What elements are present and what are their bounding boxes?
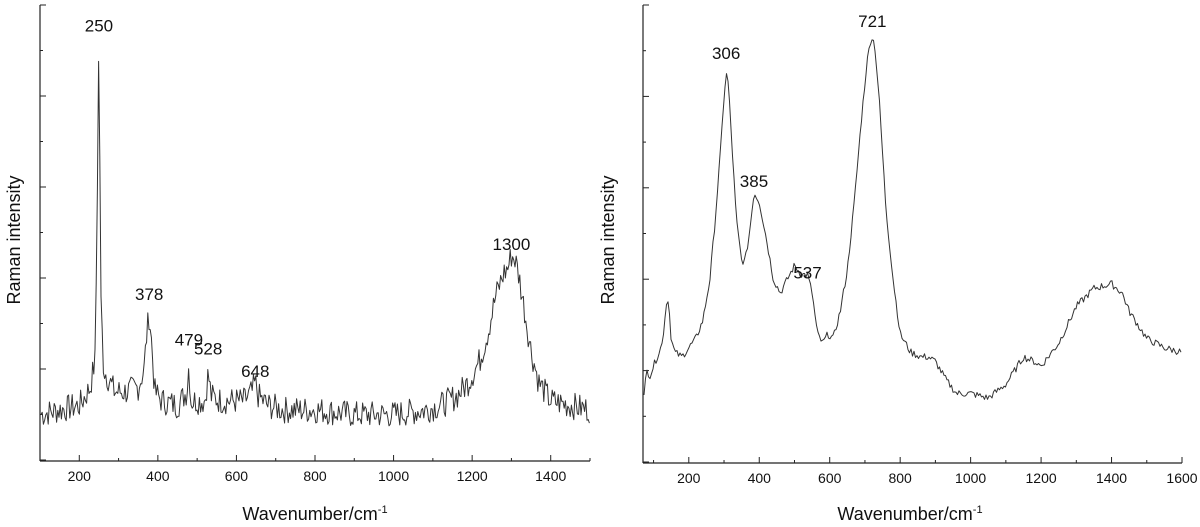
left-x-tick-label: 1400 <box>535 468 566 484</box>
left-x-tick-label: 800 <box>303 468 327 484</box>
left-peak-label-479: 479 <box>175 330 203 349</box>
right-peak-label-306: 306 <box>712 44 740 63</box>
left-x-axis-title: Wavenumber/cm-1 <box>242 504 387 524</box>
right-spectrum-line <box>643 39 1182 400</box>
left-peak-label-250: 250 <box>85 16 113 35</box>
left-x-tick-label: 1200 <box>457 468 488 484</box>
right-y-axis-title: Raman intensity <box>598 175 618 304</box>
left-peak-label-1300: 1300 <box>493 235 531 254</box>
left-y-axis-title: Raman intensity <box>4 175 24 304</box>
right-peak-label-721: 721 <box>858 12 886 31</box>
right-plot-marks: 200 400 600 800 1000 1200 1400 1600 306 385 537 721 <box>642 4 1198 486</box>
right-raman-chart: 200 400 600 800 1000 1200 1400 1600 306 385 537 721… <box>598 4 1198 524</box>
left-peak-label-528: 528 <box>194 339 222 358</box>
left-x-tick-label: 400 <box>146 468 170 484</box>
left-x-tick-label: 1000 <box>378 468 409 484</box>
right-x-tick-label: 1600 <box>1166 470 1197 486</box>
left-peak-label-378: 378 <box>135 285 163 304</box>
right-x-tick-label: 400 <box>748 470 772 486</box>
left-x-tick-label: 600 <box>225 468 249 484</box>
right-x-axis-title: Wavenumber/cm-1 <box>837 504 982 524</box>
left-peak-label-648: 648 <box>241 362 269 381</box>
right-x-tick-label: 200 <box>677 470 701 486</box>
right-x-tick-label: 1200 <box>1026 470 1057 486</box>
right-x-tick-label: 1400 <box>1096 470 1127 486</box>
left-x-tick-label: 200 <box>68 468 92 484</box>
right-x-tick-label: 800 <box>888 470 912 486</box>
right-x-tick-label: 600 <box>818 470 842 486</box>
left-spectrum-line <box>40 60 590 427</box>
right-x-tick-label: 1000 <box>955 470 986 486</box>
right-peak-label-385: 385 <box>740 172 768 191</box>
right-peak-label-537: 537 <box>793 263 821 282</box>
